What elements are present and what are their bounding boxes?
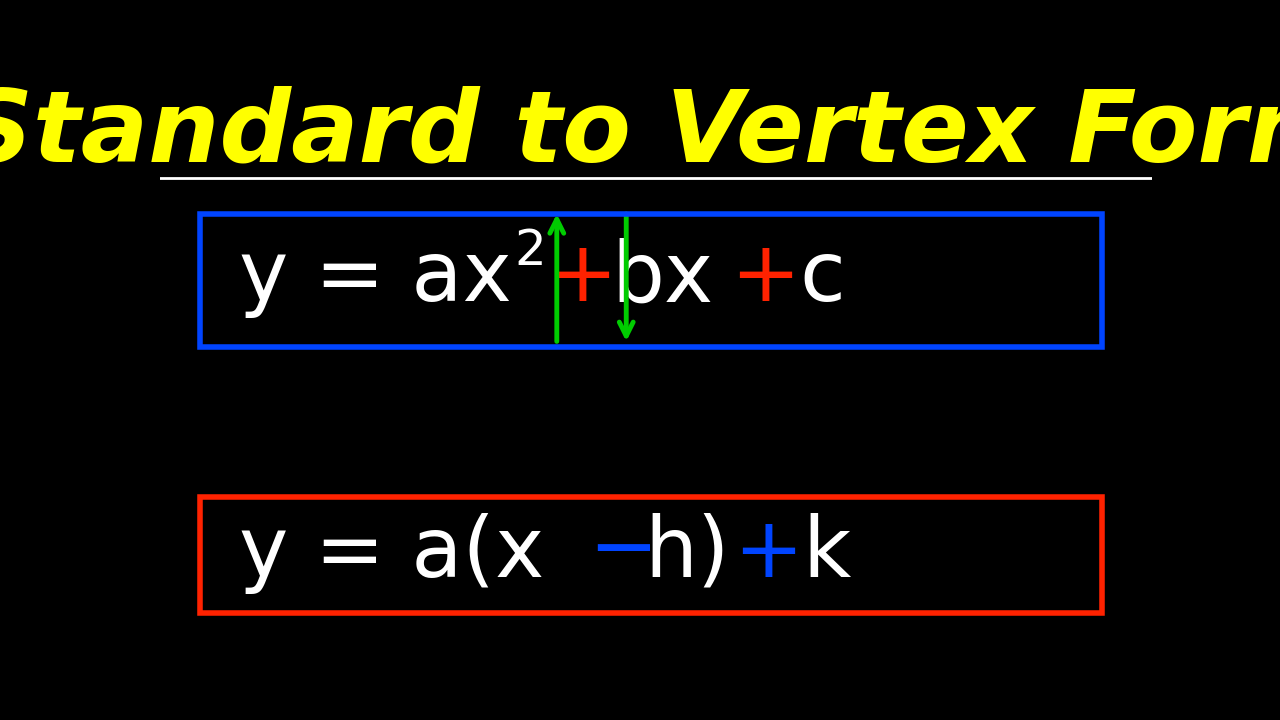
Text: k: k	[803, 513, 851, 594]
Text: −: −	[589, 510, 658, 591]
Text: +: +	[733, 513, 804, 594]
Text: +: +	[547, 237, 617, 318]
Text: bx: bx	[612, 237, 714, 318]
Text: 2: 2	[515, 227, 545, 275]
Text: c: c	[800, 237, 846, 318]
Text: y = a(x: y = a(x	[239, 513, 545, 594]
Text: h): h)	[644, 513, 730, 594]
Text: +: +	[731, 237, 800, 318]
Bar	[200, 497, 1102, 613]
Text: y = ax: y = ax	[239, 237, 512, 318]
Bar	[200, 214, 1102, 347]
Text: Standard to Vertex Form: Standard to Vertex Form	[0, 85, 1280, 182]
